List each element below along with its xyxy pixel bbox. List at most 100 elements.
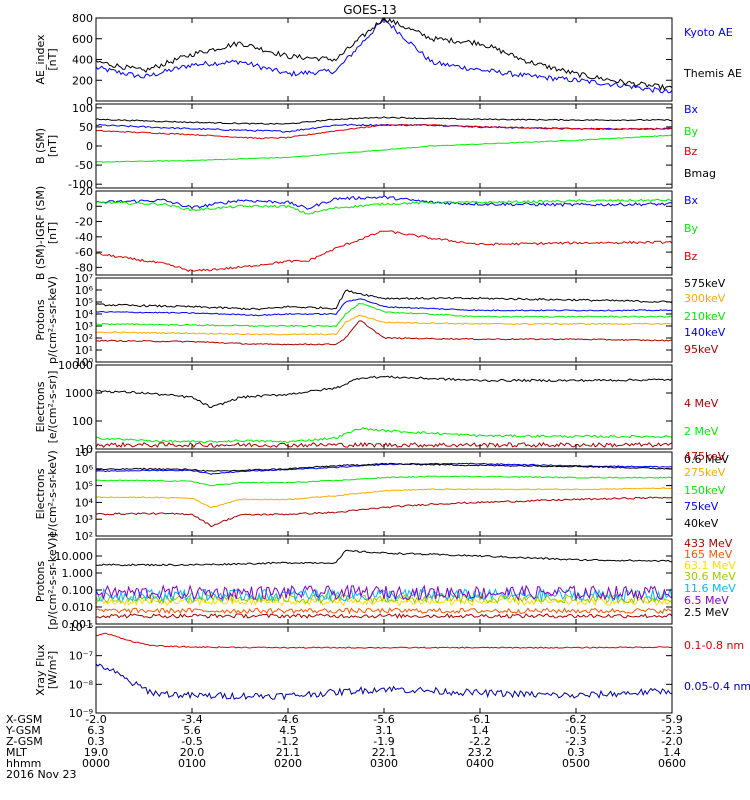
plot-date: 2016 Nov 23 [6, 768, 76, 781]
y-tick-label: 10.000 [55, 550, 94, 563]
legend-label-kyoto-ae: Kyoto AE [684, 26, 733, 39]
y-tick-label: 0 [86, 140, 93, 153]
plot-title: GOES-13 [343, 3, 397, 17]
legend-label-bx: Bx [684, 103, 699, 116]
orbit-row-value: -2.0 [85, 713, 106, 726]
y-tick-label: -60 [75, 246, 93, 259]
series-line-by [95, 198, 673, 215]
series-line-bx [95, 195, 673, 210]
orbit-row-value: 19.0 [84, 746, 109, 759]
legend-label-bmag: Bmag [684, 167, 716, 180]
y-axis-label: Protonsp/(cm²-s-sr-keV) [34, 276, 59, 364]
orbit-row-value: 0000 [82, 757, 110, 770]
orbit-row-label: X-GSM [6, 713, 42, 726]
orbit-row-value: 1.4 [663, 746, 681, 759]
y-tick-label: 100 [72, 415, 93, 428]
legend-label-30-6-mev: 30.6 MeV [684, 570, 736, 583]
orbit-row-value: 0.3 [87, 735, 105, 748]
y-tick-label: 10⁵ [75, 296, 93, 309]
legend-label-95kev: 95keV [684, 343, 719, 356]
series-line-2-mev [95, 426, 673, 444]
legend-label-0-05-0-4-nm: 0.05-0.4 nm [684, 680, 750, 693]
legend-label-2-mev: 2 MeV [684, 425, 719, 438]
series-line-150kev [96, 475, 673, 487]
y-tick-label: 0 [86, 95, 93, 108]
panel-2: -100 -50 0 50 100 B (SM)[nT] Bx By Bz Bmag [34, 102, 716, 191]
y-tick-label: 0.010 [62, 601, 94, 614]
y-axis-label: Protons[p/(cm²-s-sr-keV)] [34, 533, 59, 630]
orbit-row-value: -1.2 [277, 735, 298, 748]
series-line-300kev [95, 314, 673, 336]
y-axis-label: Xray Flux[W/m²] [34, 644, 59, 696]
y-tick-label: 400 [72, 54, 93, 67]
orbit-row-value: -4.6 [277, 713, 298, 726]
y-tick-label: -20 [75, 216, 93, 229]
orbit-row-label: MLT [6, 746, 27, 759]
y-tick-label: 10⁰ [75, 356, 94, 369]
series-line-0-6-mev [95, 375, 673, 409]
y-tick-label: 10 [79, 443, 93, 456]
legend-label-575kev: 575keV [684, 277, 726, 290]
y-tick-label: -80 [75, 261, 93, 274]
panel-7: 0.001 0.010 0.100 1.000 10.000Protons[p/(cm²… [34, 533, 736, 631]
orbit-row-value: -6.2 [565, 713, 586, 726]
orbit-row-value: 6.3 [87, 724, 105, 737]
series-line-433-mev [95, 612, 673, 619]
orbit-row-value: -1.9 [373, 735, 394, 748]
orbit-row-value: 0100 [178, 757, 206, 770]
y-tick-label: 10⁷ [75, 446, 93, 459]
series-line-bmag [95, 116, 673, 125]
y-tick-label: 10⁻⁶ [69, 621, 94, 634]
y-tick-label: 200 [72, 74, 93, 87]
series-line-0-05-0-4-nm [95, 663, 673, 701]
panel-frame [95, 277, 673, 363]
orbit-row-value: 21.1 [276, 746, 301, 759]
y-tick-label: 10000 [58, 359, 93, 372]
orbit-row-label: Y-GSM [5, 724, 41, 737]
y-tick-label: -100 [68, 178, 93, 191]
legend-label-0-1-0-8-nm: 0.1-0.8 nm [684, 639, 744, 652]
orbit-row-value: 23.2 [468, 746, 493, 759]
y-tick-label: 100 [72, 102, 93, 115]
series-line-2-5-mev [95, 549, 673, 567]
series-line-0-1-0-8-nm [95, 632, 673, 649]
y-axis-label: B (SM)-IGRF (SM)[nT] [34, 186, 59, 280]
legend-label-0-6-mev: 0.6 MeV [684, 453, 729, 466]
orbit-row-value: -0.5 [181, 735, 202, 748]
orbit-row-value: 0600 [658, 757, 686, 770]
series-line-themis-ae [95, 17, 673, 91]
legend-label-2-5-mev: 2.5 MeV [684, 606, 729, 619]
y-axis-label: Electronse/(cm²-s-sr-keV) [34, 450, 59, 538]
y-axis-label: AE_index[nT] [34, 34, 59, 85]
y-tick-label: 800 [72, 12, 93, 25]
legend-label-210kev: 210keV [684, 310, 726, 323]
series-line-63-1-mev [95, 597, 673, 607]
legend-label-by: By [684, 222, 699, 235]
series-line-bz [95, 230, 673, 272]
y-tick-label: 20 [79, 185, 93, 198]
y-tick-label: 10⁴ [75, 496, 94, 509]
legend-label-bz: Bz [684, 145, 698, 158]
legend-label-275kev: 275keV [684, 466, 726, 479]
panel-frame [95, 17, 673, 102]
series-line-575kev [95, 289, 673, 311]
series-line-6-5-mev [95, 584, 673, 602]
y-tick-label: -40 [75, 231, 93, 244]
legend-label-475kev: 475keV [684, 450, 726, 463]
panel-frame [95, 626, 673, 714]
legend-label-bz: Bz [684, 250, 698, 263]
legend-label-bx: Bx [684, 194, 699, 207]
orbit-row-value: -2.3 [565, 735, 586, 748]
series-line-165-mev [95, 607, 673, 615]
y-tick-label: 10⁻⁷ [69, 650, 93, 663]
y-tick-label: 0 [86, 200, 93, 213]
orbit-row-value: 5.6 [183, 724, 201, 737]
legend-label-4-mev: 4 MeV [684, 397, 719, 410]
y-tick-label: 10⁷ [75, 272, 93, 285]
orbit-row-value: -5.6 [373, 713, 394, 726]
y-tick-label: 10⁵ [75, 480, 93, 493]
